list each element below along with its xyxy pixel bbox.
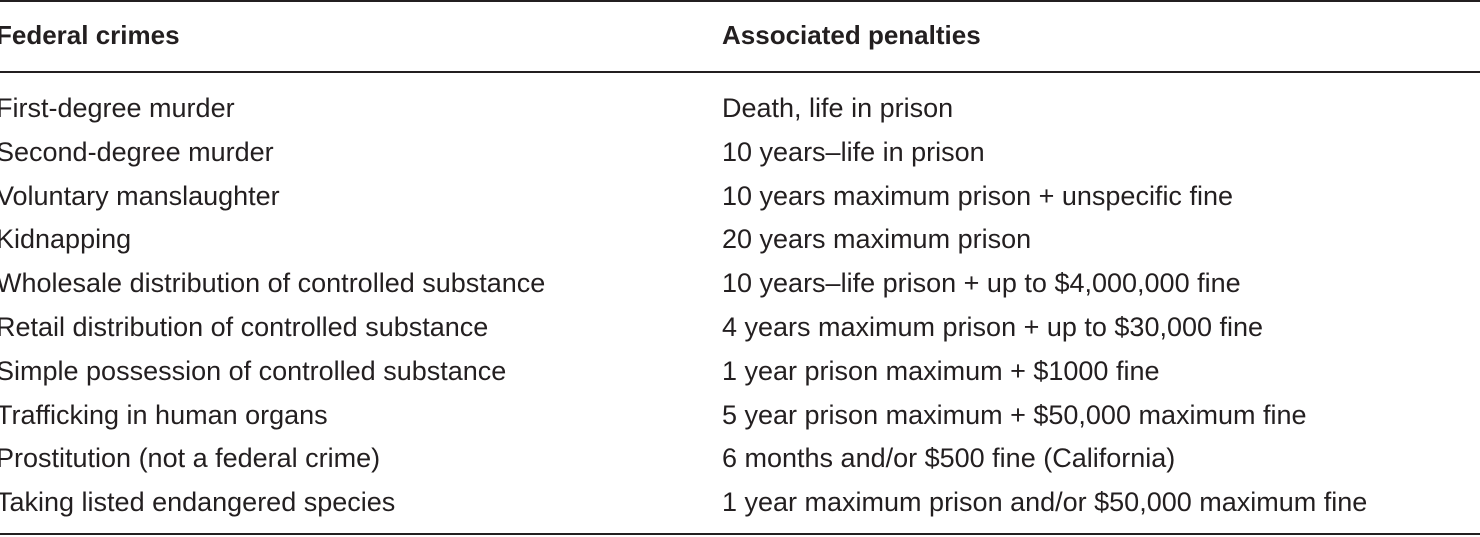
crime-cell: Wholesale distribution of controlled sub… [0,268,546,299]
penalty-cell: 6 months and/or $500 fine (California) [722,443,1176,474]
crime-cell: Second-degree murder [0,136,274,167]
penalty-cell: Death, life in prison [722,93,954,123]
penalty-cell: 4 years maximum prison + up to $30,000 f… [722,312,1264,342]
penalty-cell: 10 years–life prison + up to $4,000,000 … [722,268,1241,299]
penalty-cell: 10 years–life in prison [722,136,985,167]
penalty-cell: 1 year maximum prison and/or $50,000 max… [722,487,1368,518]
penalty-cell: 20 years maximum prison [722,224,1032,255]
header-cell: Associated penalties [722,20,981,50]
penalty-cell: 10 years maximum prison + unspecific fin… [722,180,1233,211]
crime-cell: Retail distribution of controlled substa… [0,312,489,342]
crime-cell: Prostitution (not a federal crime) [0,443,381,474]
penalty-cell: 1 year prison maximum + $1000 fine [722,355,1160,386]
crime-cell: Trafficking in human organs [0,399,328,430]
crime-cell: Voluntary manslaughter [0,180,280,211]
penalty-cell: 5 year prison maximum + $50,000 maximum … [722,399,1307,430]
header-rule [0,71,1480,73]
crime-cell: Taking listed endangered species [0,487,396,518]
crime-cell: Simple possession of controlled substanc… [0,355,507,386]
crime-cell: First-degree murder [0,93,235,123]
crime-cell: Kidnapping [0,224,132,255]
header-cell: Federal crimes [0,20,180,50]
bottom-rule [0,533,1480,535]
top-rule [0,0,1480,2]
